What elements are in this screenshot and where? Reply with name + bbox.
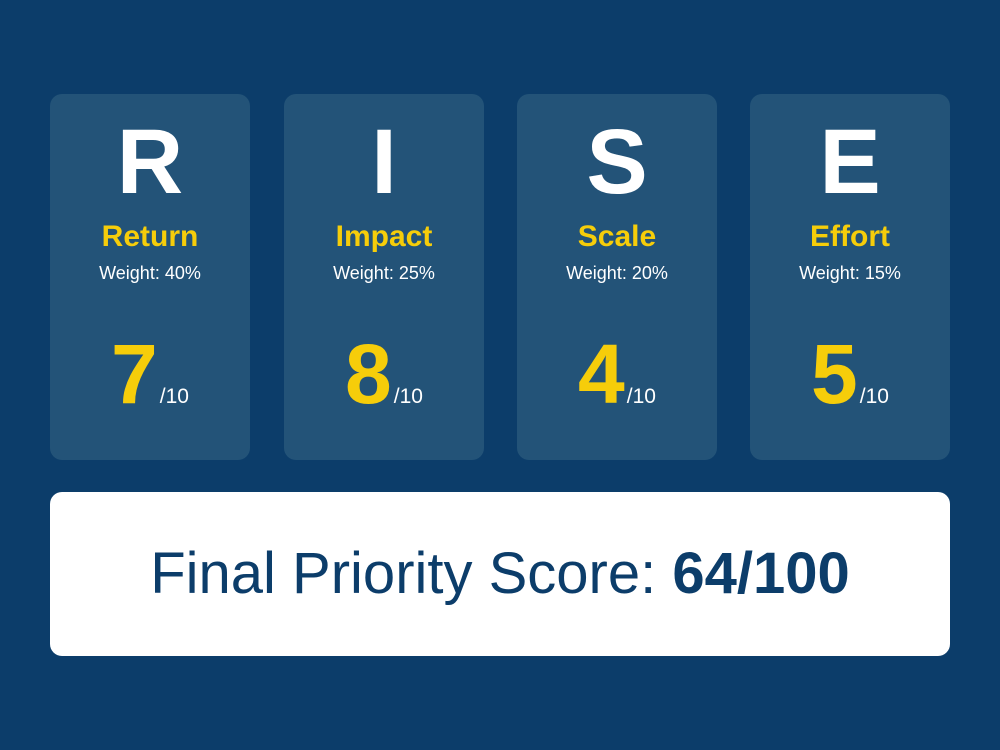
criterion-score-max: /10 [159, 385, 189, 408]
criterion-card-impact: I Impact Weight: 25% 8/10 [284, 94, 484, 460]
criterion-weight: Weight: 40% [99, 263, 201, 283]
criterion-score: 4/10 [517, 332, 717, 416]
criterion-score-value: 7 [111, 327, 158, 421]
criterion-letter: E [819, 111, 881, 213]
criterion-score-value: 8 [345, 327, 392, 421]
criterion-score-value: 5 [811, 327, 858, 421]
criterion-name: Effort [810, 220, 890, 253]
criterion-score-value: 4 [578, 327, 625, 421]
criterion-letter: I [371, 111, 397, 213]
criterion-weight: Weight: 25% [333, 263, 435, 283]
criterion-weight: Weight: 20% [566, 263, 668, 283]
final-score-panel: Final Priority Score: 64/100 [50, 492, 950, 656]
criterion-weight: Weight: 15% [799, 263, 901, 283]
criterion-card-effort: E Effort Weight: 15% 5/10 [750, 94, 950, 460]
criterion-score-max: /10 [393, 385, 423, 408]
criterion-score-max: /10 [626, 385, 656, 408]
final-score-label: Final Priority Score: [150, 541, 657, 606]
criteria-cards: R Return Weight: 40% 7/10 I Impact Weigh… [50, 94, 950, 460]
criterion-card-return: R Return Weight: 40% 7/10 [50, 94, 250, 460]
criterion-name: Scale [577, 220, 657, 253]
criterion-name: Impact [335, 220, 433, 253]
criterion-score: 7/10 [50, 332, 250, 416]
criterion-letter: S [586, 111, 648, 213]
criterion-letter: R [116, 111, 184, 213]
criterion-name: Return [101, 220, 199, 253]
criterion-score: 5/10 [750, 332, 950, 416]
criterion-score: 8/10 [284, 332, 484, 416]
criterion-score-max: /10 [859, 385, 889, 408]
criterion-card-scale: S Scale Weight: 20% 4/10 [517, 94, 717, 460]
final-score-value: 64/100 [672, 541, 850, 606]
